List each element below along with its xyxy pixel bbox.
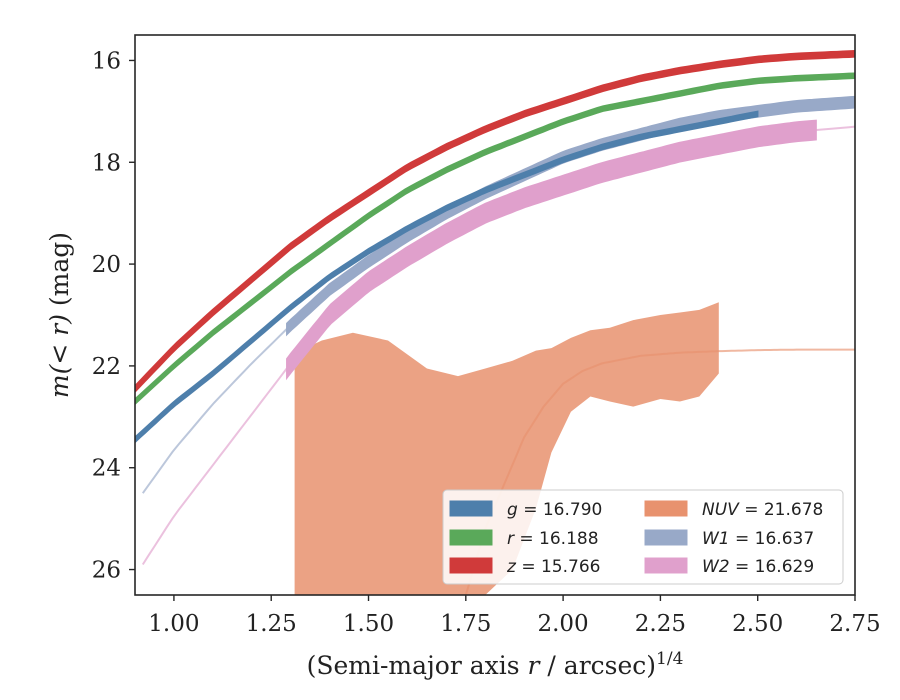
plot-frame xyxy=(134,34,856,596)
legend-label-z: z = 15.766 xyxy=(506,557,600,577)
y-tick-label: 18 xyxy=(92,150,121,176)
legend-swatch-g xyxy=(449,500,493,517)
x-tick-label: 2.25 xyxy=(635,611,686,637)
x-axis: 1.00 1.25 1.50 1.75 2.00 2.25 2.50 2.75 xyxy=(148,595,881,637)
legend-label-w2: W2 = 16.629 xyxy=(702,557,814,577)
y-axis-title: m(< r) (mag) xyxy=(45,232,74,398)
x-tick-label: 1.75 xyxy=(440,611,491,637)
series-z-data-band xyxy=(135,50,855,393)
legend-label-nuv: NUV = 21.678 xyxy=(702,500,823,520)
legend-label-g: g = 16.790 xyxy=(507,500,602,520)
series-z-model-curve xyxy=(135,52,855,390)
y-tick-label: 26 xyxy=(92,558,121,584)
y-tick-label: 22 xyxy=(92,354,121,380)
legend-swatch-w2 xyxy=(644,557,688,574)
legend-box xyxy=(442,489,844,585)
legend-swatch-z xyxy=(449,557,493,574)
x-tick-label: 1.00 xyxy=(148,611,199,637)
series-r-data-band xyxy=(135,72,855,406)
y-axis: 16 18 20 22 24 26 xyxy=(92,48,135,584)
x-tick-label: 2.00 xyxy=(537,611,588,637)
y-tick-label: 24 xyxy=(92,456,121,482)
plot-area xyxy=(135,50,855,595)
nuv-uncertainty-band xyxy=(294,302,719,595)
x-tick-label: 1.25 xyxy=(246,611,297,637)
legend-label-w1: W1 = 16.637 xyxy=(702,529,814,549)
x-tick-label: 2.50 xyxy=(732,611,783,637)
series-w2-data-band xyxy=(286,119,817,381)
y-tick-label: 20 xyxy=(92,252,121,278)
legend-swatch-r xyxy=(449,529,493,546)
legend: g = 16.790 r = 16.188 z = 15.766 NUV = 21.6… xyxy=(442,489,844,585)
legend-swatch-w1 xyxy=(644,529,688,546)
legend-swatch-nuv xyxy=(644,500,688,517)
series-nuv-model-curve xyxy=(464,348,855,595)
series-g-data-band xyxy=(135,110,759,444)
y-tick-label: 16 xyxy=(92,48,121,74)
x-tick-label: 2.75 xyxy=(829,611,880,637)
x-tick-label: 1.50 xyxy=(343,611,394,637)
legend-label-r: r = 16.188 xyxy=(507,529,599,549)
x-axis-title: (Semi-major axis r / arcsec)1/4 xyxy=(307,649,684,680)
